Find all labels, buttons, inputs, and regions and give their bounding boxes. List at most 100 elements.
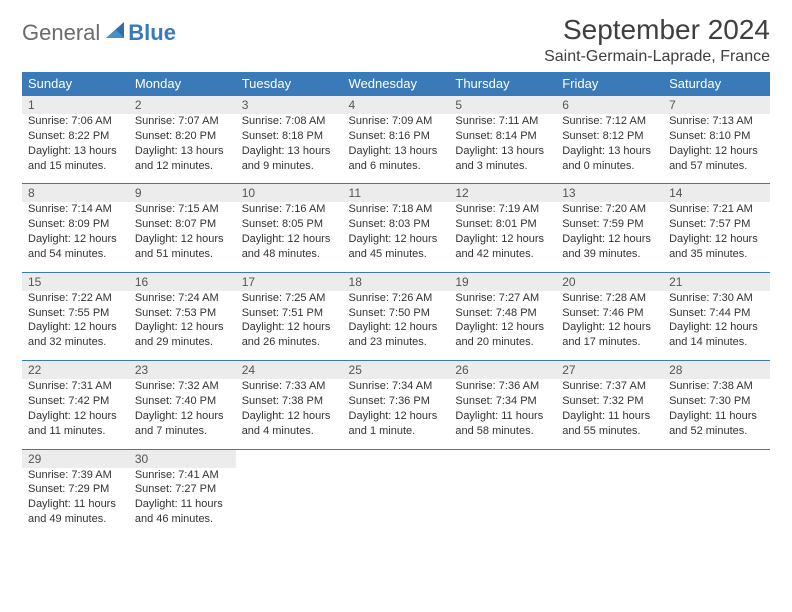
day-cell: Sunrise: 7:22 AMSunset: 7:55 PMDaylight:… xyxy=(22,291,129,361)
sunrise-line: Sunrise: 7:32 AM xyxy=(135,379,230,394)
daylight-line-1: Daylight: 12 hours xyxy=(28,320,123,335)
day-cell xyxy=(449,468,556,537)
daylight-line-2: and 48 minutes. xyxy=(242,247,337,262)
header: General Blue September 2024 Saint-Germai… xyxy=(22,14,770,66)
sunrise-line: Sunrise: 7:30 AM xyxy=(669,291,764,306)
daylight-line-2: and 11 minutes. xyxy=(28,424,123,439)
day-number: 30 xyxy=(129,449,236,468)
sunset-line: Sunset: 7:50 PM xyxy=(349,306,444,321)
day-number: 21 xyxy=(663,272,770,291)
sunset-line: Sunset: 7:59 PM xyxy=(562,217,657,232)
daynum-row: 1234567 xyxy=(22,96,770,115)
day-cell: Sunrise: 7:14 AMSunset: 8:09 PMDaylight:… xyxy=(22,202,129,272)
daylight-line-2: and 23 minutes. xyxy=(349,335,444,350)
day-number: 29 xyxy=(22,449,129,468)
daylight-line-1: Daylight: 13 hours xyxy=(242,144,337,159)
day-number xyxy=(236,449,343,468)
sunset-line: Sunset: 8:22 PM xyxy=(28,129,123,144)
sunset-line: Sunset: 8:16 PM xyxy=(349,129,444,144)
sunrise-line: Sunrise: 7:26 AM xyxy=(349,291,444,306)
daylight-line-2: and 49 minutes. xyxy=(28,512,123,527)
daylight-line-1: Daylight: 12 hours xyxy=(242,409,337,424)
week-row: Sunrise: 7:22 AMSunset: 7:55 PMDaylight:… xyxy=(22,291,770,361)
daylight-line-1: Daylight: 12 hours xyxy=(669,320,764,335)
sunset-line: Sunset: 7:38 PM xyxy=(242,394,337,409)
sunset-line: Sunset: 7:29 PM xyxy=(28,482,123,497)
sunset-line: Sunset: 8:03 PM xyxy=(349,217,444,232)
dow-row: Sunday Monday Tuesday Wednesday Thursday… xyxy=(22,72,770,96)
day-cell: Sunrise: 7:15 AMSunset: 8:07 PMDaylight:… xyxy=(129,202,236,272)
daylight-line-2: and 14 minutes. xyxy=(669,335,764,350)
daylight-line-2: and 46 minutes. xyxy=(135,512,230,527)
day-number: 9 xyxy=(129,184,236,203)
daynum-row: 22232425262728 xyxy=(22,361,770,380)
day-number: 13 xyxy=(556,184,663,203)
day-number: 10 xyxy=(236,184,343,203)
day-number: 23 xyxy=(129,361,236,380)
day-number: 24 xyxy=(236,361,343,380)
daylight-line-1: Daylight: 12 hours xyxy=(455,320,550,335)
daylight-line-2: and 9 minutes. xyxy=(242,159,337,174)
day-cell: Sunrise: 7:41 AMSunset: 7:27 PMDaylight:… xyxy=(129,468,236,537)
logo-sail-icon xyxy=(104,20,126,46)
daylight-line-1: Daylight: 13 hours xyxy=(455,144,550,159)
day-cell xyxy=(663,468,770,537)
sunrise-line: Sunrise: 7:20 AM xyxy=(562,202,657,217)
day-number xyxy=(343,449,450,468)
day-cell: Sunrise: 7:36 AMSunset: 7:34 PMDaylight:… xyxy=(449,379,556,449)
daylight-line-2: and 0 minutes. xyxy=(562,159,657,174)
daylight-line-2: and 45 minutes. xyxy=(349,247,444,262)
daylight-line-1: Daylight: 13 hours xyxy=(28,144,123,159)
day-number: 14 xyxy=(663,184,770,203)
day-number: 4 xyxy=(343,96,450,115)
daylight-line-2: and 26 minutes. xyxy=(242,335,337,350)
daylight-line-1: Daylight: 12 hours xyxy=(562,320,657,335)
sunrise-line: Sunrise: 7:08 AM xyxy=(242,114,337,129)
day-number: 20 xyxy=(556,272,663,291)
daylight-line-2: and 4 minutes. xyxy=(242,424,337,439)
day-cell: Sunrise: 7:11 AMSunset: 8:14 PMDaylight:… xyxy=(449,114,556,184)
day-cell: Sunrise: 7:32 AMSunset: 7:40 PMDaylight:… xyxy=(129,379,236,449)
sunrise-line: Sunrise: 7:27 AM xyxy=(455,291,550,306)
day-cell: Sunrise: 7:30 AMSunset: 7:44 PMDaylight:… xyxy=(663,291,770,361)
sunrise-line: Sunrise: 7:36 AM xyxy=(455,379,550,394)
daylight-line-1: Daylight: 12 hours xyxy=(455,232,550,247)
day-number: 12 xyxy=(449,184,556,203)
sunrise-line: Sunrise: 7:13 AM xyxy=(669,114,764,129)
day-cell xyxy=(556,468,663,537)
sunrise-line: Sunrise: 7:11 AM xyxy=(455,114,550,129)
sunrise-line: Sunrise: 7:39 AM xyxy=(28,468,123,483)
daylight-line-1: Daylight: 12 hours xyxy=(669,144,764,159)
sunrise-line: Sunrise: 7:12 AM xyxy=(562,114,657,129)
sunrise-line: Sunrise: 7:25 AM xyxy=(242,291,337,306)
day-number: 28 xyxy=(663,361,770,380)
day-number xyxy=(449,449,556,468)
sunrise-line: Sunrise: 7:09 AM xyxy=(349,114,444,129)
daylight-line-2: and 17 minutes. xyxy=(562,335,657,350)
sunset-line: Sunset: 7:36 PM xyxy=(349,394,444,409)
daylight-line-2: and 52 minutes. xyxy=(669,424,764,439)
daylight-line-2: and 51 minutes. xyxy=(135,247,230,262)
dow-mon: Monday xyxy=(129,72,236,96)
daylight-line-1: Daylight: 12 hours xyxy=(135,409,230,424)
daylight-line-2: and 58 minutes. xyxy=(455,424,550,439)
daylight-line-2: and 7 minutes. xyxy=(135,424,230,439)
day-number: 17 xyxy=(236,272,343,291)
sunrise-line: Sunrise: 7:16 AM xyxy=(242,202,337,217)
day-cell: Sunrise: 7:13 AMSunset: 8:10 PMDaylight:… xyxy=(663,114,770,184)
sunrise-line: Sunrise: 7:37 AM xyxy=(562,379,657,394)
day-cell: Sunrise: 7:16 AMSunset: 8:05 PMDaylight:… xyxy=(236,202,343,272)
dow-sun: Sunday xyxy=(22,72,129,96)
day-number: 6 xyxy=(556,96,663,115)
dow-wed: Wednesday xyxy=(343,72,450,96)
daylight-line-1: Daylight: 11 hours xyxy=(455,409,550,424)
sunrise-line: Sunrise: 7:06 AM xyxy=(28,114,123,129)
logo-text-general: General xyxy=(22,20,100,46)
sunrise-line: Sunrise: 7:15 AM xyxy=(135,202,230,217)
day-number: 15 xyxy=(22,272,129,291)
daylight-line-1: Daylight: 12 hours xyxy=(349,232,444,247)
sunrise-line: Sunrise: 7:41 AM xyxy=(135,468,230,483)
day-cell: Sunrise: 7:12 AMSunset: 8:12 PMDaylight:… xyxy=(556,114,663,184)
sunset-line: Sunset: 8:14 PM xyxy=(455,129,550,144)
calendar-table: Sunday Monday Tuesday Wednesday Thursday… xyxy=(22,72,770,537)
